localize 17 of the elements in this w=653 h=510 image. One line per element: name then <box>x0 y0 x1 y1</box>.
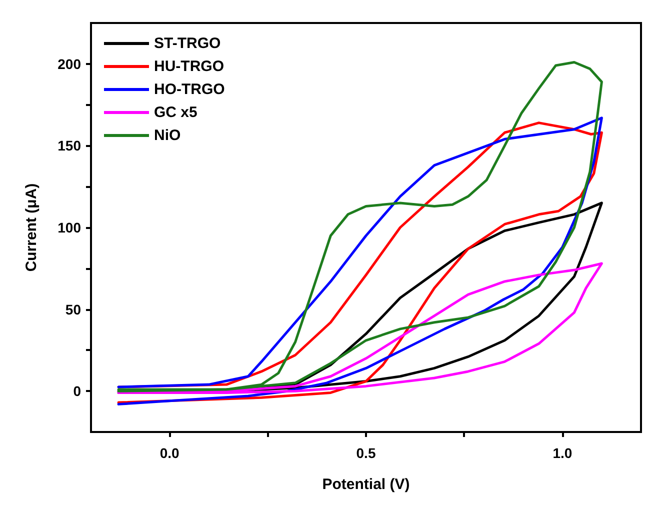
line-series <box>117 262 603 394</box>
y-axis-title: Current (μA) <box>23 183 40 272</box>
legend-label: HU-TRGO <box>154 58 224 75</box>
line-series <box>117 61 603 392</box>
y-tick-label: 200 <box>58 56 82 72</box>
legend-label: NiO <box>154 127 181 144</box>
y-tick-label: 100 <box>58 220 82 236</box>
x-tick-label: 0.0 <box>160 445 180 461</box>
y-tick-label: 150 <box>58 138 82 154</box>
x-tick-label: 1.0 <box>552 445 572 461</box>
legend-label: ST-TRGO <box>154 35 221 52</box>
x-axis-title: Potential (V) <box>322 476 410 493</box>
legend-label: HO-TRGO <box>154 81 226 98</box>
x-tick-label: 0.5 <box>356 445 376 461</box>
y-tick-label: 0 <box>73 383 82 400</box>
legend-label: GC x5 <box>154 104 198 121</box>
y-tick-label: 50 <box>65 301 82 318</box>
